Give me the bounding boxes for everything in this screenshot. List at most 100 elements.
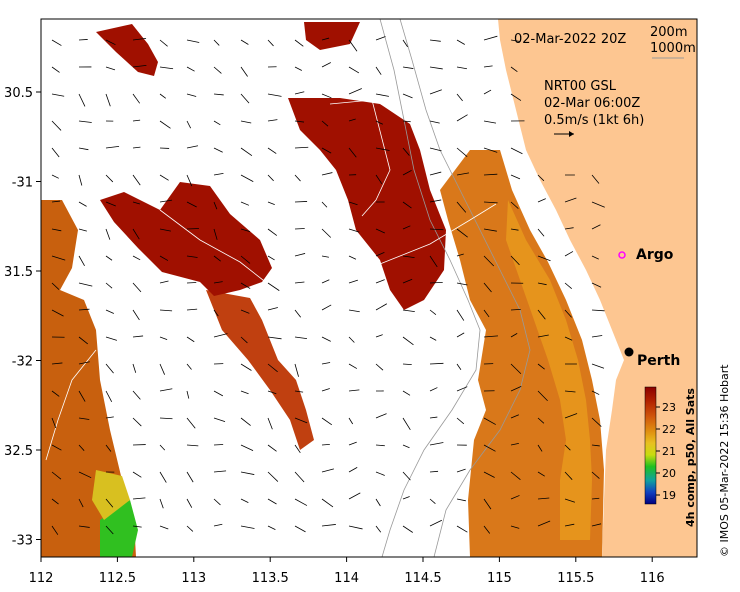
current-vector — [132, 497, 146, 500]
current-vector — [294, 525, 306, 533]
current-vector — [213, 93, 224, 96]
current-vector — [159, 309, 173, 312]
current-vector — [105, 390, 113, 403]
current-vector — [483, 417, 496, 425]
current-vector — [348, 363, 358, 369]
current-vector — [429, 120, 440, 124]
current-vector — [213, 444, 224, 446]
y-tick-label: 32.5 — [4, 444, 33, 459]
current-vector — [294, 281, 305, 284]
current-vector — [348, 39, 358, 52]
current-vector — [240, 525, 255, 529]
current-vector — [537, 497, 550, 500]
current-vector — [537, 255, 551, 262]
current-vector — [105, 525, 114, 535]
current-vector — [294, 363, 299, 377]
current-vector — [429, 336, 437, 341]
current-vector — [267, 336, 282, 340]
y-tick-label: 31.5 — [4, 265, 33, 280]
current-vector — [375, 303, 388, 311]
current-vector — [186, 201, 197, 208]
sst-filament — [206, 290, 314, 450]
current-vector — [186, 498, 193, 508]
current-vector — [537, 228, 545, 237]
current-vector — [132, 282, 142, 293]
current-vector — [132, 255, 141, 261]
current-vector — [159, 228, 171, 232]
current-vector — [429, 228, 444, 231]
current-vector — [78, 444, 85, 451]
current-vector — [51, 147, 60, 158]
current-vector — [510, 363, 522, 375]
current-vector — [510, 442, 519, 446]
x-axis-ticks: 112 112.5 113 113.5 114 114.5 115 115.5 116 — [29, 557, 665, 586]
current-vector — [240, 390, 249, 395]
current-vector — [564, 390, 576, 393]
current-vector — [348, 492, 361, 500]
current-vector — [51, 228, 62, 232]
current-vector — [375, 36, 386, 41]
current-vector — [564, 282, 572, 289]
current-vector — [267, 307, 278, 311]
current-vector — [591, 390, 600, 395]
current-scale-label: 0.5m/s (1kt 6h) — [544, 113, 644, 128]
current-vector — [51, 39, 62, 46]
current-vector — [51, 362, 63, 365]
colorbar — [644, 386, 657, 505]
current-vector — [294, 174, 301, 182]
current-vector — [51, 390, 60, 397]
current-vector — [267, 147, 277, 154]
current-vector — [429, 66, 443, 70]
current-vector — [240, 363, 252, 371]
current-vector — [240, 444, 254, 452]
current-vector — [375, 279, 385, 284]
current-vector — [375, 66, 382, 75]
colorbar-label: 20 — [662, 467, 676, 480]
current-vector — [564, 413, 578, 419]
current-vector — [456, 417, 465, 425]
current-vector — [375, 174, 383, 185]
current-vector — [348, 467, 358, 473]
current-vector — [78, 308, 90, 311]
y-tick-label: -31 — [12, 176, 33, 191]
argo-float-marker — [618, 251, 626, 259]
current-vector — [105, 363, 114, 374]
colorbar-label: 23 — [662, 401, 676, 414]
current-vector — [78, 390, 86, 402]
current-vector — [483, 282, 492, 293]
current-vector — [402, 39, 408, 48]
current-vector — [483, 65, 493, 68]
current-vector — [321, 120, 329, 127]
y-tick-label: 30.5 — [4, 86, 33, 101]
current-vector — [483, 228, 497, 232]
current-vector — [348, 389, 360, 392]
current-vector — [240, 336, 248, 344]
current-vector — [564, 227, 574, 230]
current-vector — [159, 120, 171, 129]
current-vector — [132, 174, 141, 186]
current-vector — [483, 147, 498, 153]
streamline — [45, 349, 97, 461]
current-vector — [321, 417, 333, 426]
current-vector — [294, 66, 302, 71]
current-vector — [267, 444, 277, 452]
current-vector — [51, 525, 59, 535]
current-vector — [510, 39, 520, 42]
current-vector — [105, 416, 114, 419]
current-vector — [456, 201, 467, 213]
current-vector — [456, 468, 466, 473]
current-vector — [375, 93, 389, 97]
current-vector — [321, 443, 330, 446]
current-vector — [537, 444, 543, 452]
current-vector — [348, 336, 355, 343]
current-vector — [240, 201, 250, 206]
current-vector — [213, 39, 220, 46]
current-vector — [402, 278, 413, 284]
current-vector — [483, 255, 495, 267]
current-vector — [456, 498, 466, 502]
current-vector — [213, 66, 222, 74]
current-vector — [294, 390, 304, 393]
current-vector — [402, 471, 411, 481]
current-vector — [537, 198, 546, 203]
current-vector — [213, 309, 219, 317]
